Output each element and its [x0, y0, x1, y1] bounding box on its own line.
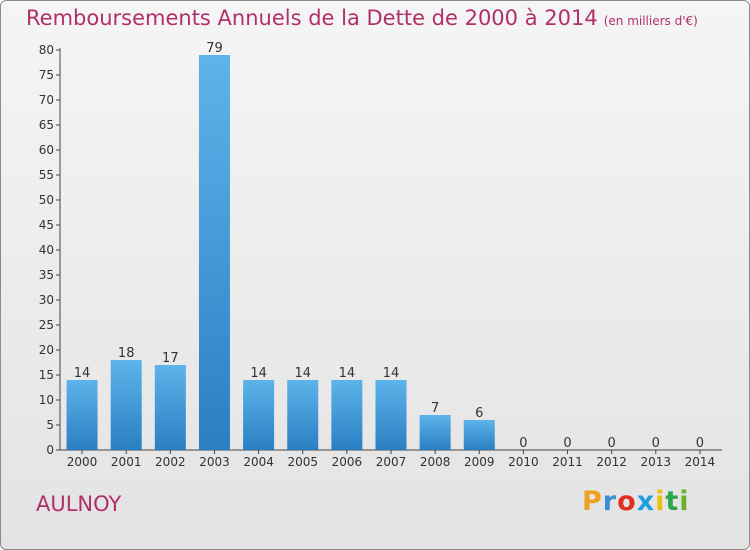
y-tick-label: 55 [39, 168, 54, 182]
y-tick-label: 65 [39, 118, 54, 132]
logo-letter: i [655, 486, 666, 517]
x-tick-label: 2003 [199, 455, 230, 469]
data-label: 0 [652, 436, 660, 451]
x-tick-label: 2012 [596, 455, 627, 469]
y-tick-label: 60 [39, 143, 54, 157]
x-tick-label: 2008 [420, 455, 451, 469]
y-tick-label: 45 [39, 218, 54, 232]
logo-letter: t [665, 486, 680, 517]
chart-subtitle: (en milliers d'€) [603, 14, 698, 28]
bar [463, 420, 495, 450]
x-tick-label: 2014 [685, 455, 716, 469]
y-tick-label: 15 [39, 368, 54, 382]
bar [66, 380, 98, 450]
bar [287, 380, 319, 450]
y-tick-label: 5 [46, 418, 54, 432]
data-label: 0 [563, 436, 571, 451]
logo-letter: i [679, 486, 690, 517]
x-tick-label: 2006 [332, 455, 363, 469]
y-tick-label: 40 [39, 243, 54, 257]
x-tick-label: 2010 [508, 455, 539, 469]
bar [154, 365, 186, 450]
x-tick-label: 2005 [287, 455, 318, 469]
data-label: 14 [74, 366, 91, 381]
data-label: 0 [519, 436, 527, 451]
data-label: 7 [431, 401, 439, 416]
logo-letter: P [582, 486, 603, 517]
y-tick-label: 30 [39, 293, 54, 307]
y-tick-label: 35 [39, 268, 54, 282]
x-tick-label: 2001 [111, 455, 142, 469]
chart-title-text: Remboursements Annuels de la Dette de 20… [26, 6, 598, 30]
y-tick-label: 25 [39, 318, 54, 332]
y-tick-label: 80 [39, 43, 54, 57]
data-label: 6 [475, 406, 483, 421]
x-tick-label: 2002 [155, 455, 186, 469]
y-tick-label: 75 [39, 68, 54, 82]
y-tick-label: 50 [39, 193, 54, 207]
chart-title: Remboursements Annuels de la Dette de 20… [26, 6, 698, 30]
bar [375, 380, 407, 450]
bar [331, 380, 363, 450]
bar [110, 360, 142, 450]
proxiti-logo: Proxiti [582, 486, 690, 517]
data-label: 14 [383, 366, 400, 381]
x-tick-label: 2004 [243, 455, 274, 469]
data-label: 14 [294, 366, 311, 381]
y-tick-label: 70 [39, 93, 54, 107]
data-label: 17 [162, 351, 179, 366]
x-tick-label: 2007 [376, 455, 407, 469]
data-label: 79 [206, 41, 223, 56]
x-tick-label: 2013 [641, 455, 672, 469]
logo-letter: o [617, 486, 637, 517]
bar [198, 55, 230, 450]
x-tick-label: 2000 [67, 455, 98, 469]
data-label: 0 [608, 436, 616, 451]
data-label: 0 [696, 436, 704, 451]
y-tick-label: 20 [39, 343, 54, 357]
logo-letter: r [602, 486, 618, 517]
x-tick-label: 2009 [464, 455, 495, 469]
x-tick-label: 2011 [552, 455, 583, 469]
bar [419, 415, 451, 450]
logo-letter: x [636, 486, 656, 517]
bar [243, 380, 275, 450]
data-label: 18 [118, 346, 135, 361]
commune-name: AULNOY [36, 492, 122, 516]
y-tick-label: 0 [46, 443, 54, 457]
data-label: 14 [339, 366, 356, 381]
y-tick-label: 10 [39, 393, 54, 407]
data-label: 14 [250, 366, 267, 381]
